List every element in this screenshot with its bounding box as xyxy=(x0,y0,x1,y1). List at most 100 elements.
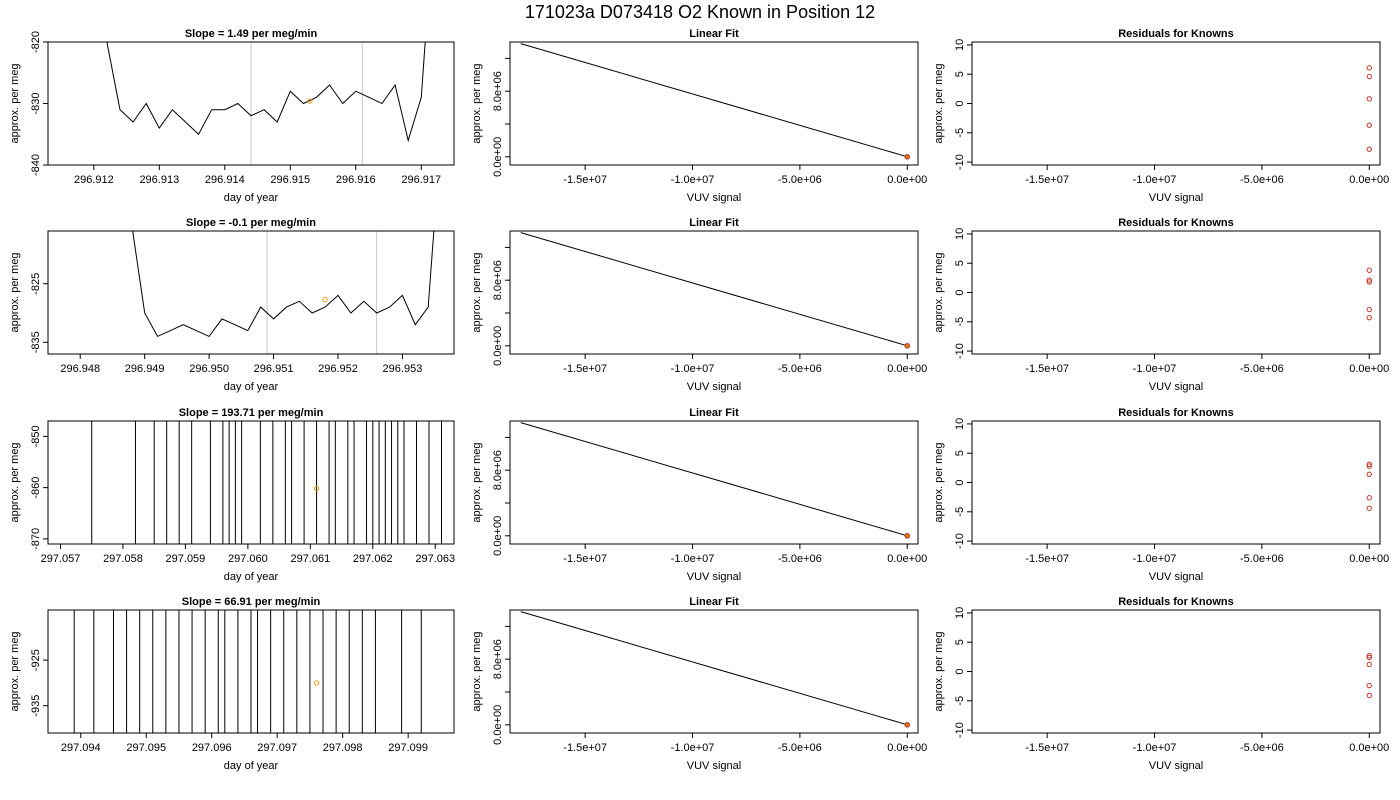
y-axis-label: approx. per meg xyxy=(9,442,21,522)
y-tick-label: -840 xyxy=(30,154,42,176)
x-tick-label: 0.0e+00 xyxy=(1349,553,1389,565)
fit-line xyxy=(520,422,908,537)
x-tick-label: 296.948 xyxy=(60,363,100,375)
x-tick-label: 297.062 xyxy=(353,553,393,565)
mean-marker xyxy=(322,296,328,303)
x-tick-label: -1.5e+07 xyxy=(1025,363,1069,375)
plot-area xyxy=(106,42,426,165)
residual-point xyxy=(1366,96,1372,102)
panel-4-3: -1.5e+07 -1.0e+07 -5.0e+06 0.0e+00 -10 -5 0 5 10… xyxy=(933,596,1389,772)
y-tick-label: 8.0e+06 xyxy=(492,639,504,679)
y-axis-label: approx. per meg xyxy=(933,631,945,711)
x-axis-label: day of year xyxy=(224,571,279,583)
y-tick-label: 10 xyxy=(954,39,966,51)
y-axis-label: approx. per meg xyxy=(471,631,483,711)
x-tick-label: -5.0e+06 xyxy=(778,553,822,565)
x-tick-label: 0.0e+00 xyxy=(887,174,927,186)
residual-point xyxy=(1366,471,1372,477)
y-tick-label: -5 xyxy=(954,317,966,327)
y-tick-label: 8.0e+06 xyxy=(492,260,504,300)
y-tick-label: -860 xyxy=(30,477,42,499)
panel-3-3: -1.5e+07 -1.0e+07 -5.0e+06 0.0e+00 -10 -5 0 5 10… xyxy=(933,407,1389,583)
mean-marker xyxy=(313,680,320,686)
x-tick-label: -1.5e+07 xyxy=(563,742,607,754)
y-axis-label: approx. per meg xyxy=(471,63,483,143)
x-tick-label: 297.060 xyxy=(228,553,268,565)
residual-point xyxy=(1366,682,1372,689)
y-tick-label: -835 xyxy=(30,331,42,353)
data-line xyxy=(106,42,426,143)
y-tick-label: 0.0e+00 xyxy=(492,705,504,745)
x-tick-label: 297.094 xyxy=(61,742,101,754)
plot-frame xyxy=(971,609,1381,734)
x-tick-label: 297.058 xyxy=(103,553,143,565)
plot-frame xyxy=(971,230,1381,355)
panel-title: Linear Fit xyxy=(689,217,739,229)
plot-frame xyxy=(971,41,1381,166)
residual-point xyxy=(1366,661,1372,668)
panel-title: Slope = -0.1 per meg/min xyxy=(186,217,316,229)
fit-point xyxy=(904,343,911,349)
x-axis-label: VUV signal xyxy=(687,760,741,772)
x-tick-label: 296.912 xyxy=(74,174,114,186)
x-tick-label: 297.061 xyxy=(290,553,330,565)
y-tick-label: -925 xyxy=(30,649,42,671)
y-tick-label: -10 xyxy=(954,154,966,170)
panel-title: Linear Fit xyxy=(689,28,739,40)
x-axis-label: day of year xyxy=(224,381,279,393)
x-tick-label: 296.914 xyxy=(205,174,245,186)
y-tick-label: 8.0e+06 xyxy=(492,71,504,111)
x-tick-label: -1.0e+07 xyxy=(1133,553,1177,565)
residual-point xyxy=(1366,463,1372,469)
mean-marker xyxy=(313,485,320,492)
x-tick-label: -1.0e+07 xyxy=(1133,363,1177,375)
y-axis-label: approx. per meg xyxy=(933,63,945,143)
plot-area xyxy=(520,43,911,160)
x-tick-label: 0.0e+00 xyxy=(1349,742,1389,754)
plot-frame xyxy=(509,609,919,734)
panel-title: Residuals for Knowns xyxy=(1118,217,1234,229)
x-tick-label: 0.0e+00 xyxy=(887,363,927,375)
y-tick-label: 0.0e+00 xyxy=(492,137,504,177)
panel-title: Residuals for Knowns xyxy=(1118,596,1234,608)
y-tick-label: -10 xyxy=(954,533,966,549)
y-tick-label: -5 xyxy=(954,507,966,517)
x-tick-label: 296.950 xyxy=(189,363,229,375)
plot-area xyxy=(1366,652,1372,699)
x-tick-label: -1.5e+07 xyxy=(1025,174,1069,186)
x-tick-label: -1.0e+07 xyxy=(671,363,715,375)
y-axis-label: approx. per meg xyxy=(9,631,21,711)
x-tick-label: -5.0e+06 xyxy=(778,742,822,754)
plot-area xyxy=(91,421,443,544)
panel-2-1: 296.948 296.949 296.950 296.951 296.952 296.9… xyxy=(9,217,455,393)
y-tick-label: 5 xyxy=(954,71,966,77)
plot-frame xyxy=(47,420,455,545)
residual-point xyxy=(1366,314,1372,321)
residual-point xyxy=(1366,654,1372,661)
panel-title: Residuals for Knowns xyxy=(1118,407,1234,419)
y-axis-label: approx. per meg xyxy=(9,252,21,332)
x-tick-label: 0.0e+00 xyxy=(887,742,927,754)
x-tick-label: -5.0e+06 xyxy=(1240,363,1284,375)
fit-line xyxy=(520,43,908,158)
fit-line xyxy=(520,232,908,347)
y-tick-label: -935 xyxy=(30,695,42,717)
y-tick-label: -825 xyxy=(30,273,42,295)
panel-4-2: -1.5e+07 -1.0e+07 -5.0e+06 0.0e+00 0.0e+00 8.… xyxy=(471,596,927,772)
x-tick-label: -1.0e+07 xyxy=(671,742,715,754)
plot-area xyxy=(1366,461,1372,511)
y-tick-label: -830 xyxy=(30,92,42,114)
panel-title: Slope = 1.49 per meg/min xyxy=(185,28,318,40)
x-tick-label: -1.5e+07 xyxy=(1025,742,1069,754)
x-tick-label: -5.0e+06 xyxy=(778,174,822,186)
panel-3-1: 297.057 297.058 297.059 297.060 297.061 297.0… xyxy=(9,407,455,583)
x-tick-label: -5.0e+06 xyxy=(778,363,822,375)
x-tick-label: 296.913 xyxy=(139,174,179,186)
plot-frame xyxy=(509,230,919,355)
plot-frame xyxy=(971,420,1381,545)
residual-point xyxy=(1366,279,1372,285)
x-tick-label: 296.917 xyxy=(401,174,441,186)
plot-frame xyxy=(509,420,919,545)
residual-point xyxy=(1366,505,1372,511)
